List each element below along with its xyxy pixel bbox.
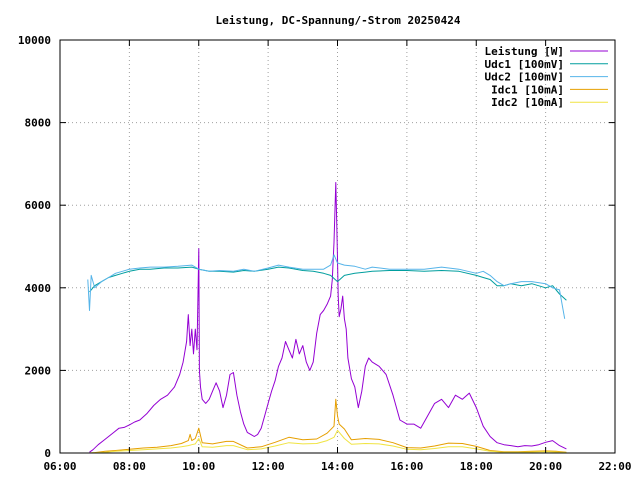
y-tick-label: 8000: [25, 117, 52, 130]
series-line-udc2: [87, 254, 566, 319]
y-tick-label: 10000: [18, 34, 51, 47]
series-line-leistung: [89, 182, 567, 453]
x-tick-label: 06:00: [43, 460, 76, 473]
series-layer: [87, 182, 567, 454]
series-line-idc1: [89, 398, 567, 454]
x-tick-label: 18:00: [460, 460, 493, 473]
x-tick-label: 22:00: [598, 460, 631, 473]
y-tick-label: 4000: [25, 282, 52, 295]
x-tick-label: 10:00: [182, 460, 215, 473]
legend-label-idc2: Idc2 [10mA]: [491, 96, 564, 109]
x-tick-label: 12:00: [252, 460, 285, 473]
x-tick-label: 20:00: [529, 460, 562, 473]
legend-label-udc2: Udc2 [100mV]: [485, 71, 564, 84]
series-line-idc2: [89, 429, 567, 454]
y-tick-label: 2000: [25, 364, 52, 377]
y-tick-label: 6000: [25, 199, 52, 212]
chart-title: Leistung, DC-Spannung/-Strom 20250424: [215, 14, 460, 27]
x-tick-label: 14:00: [321, 460, 354, 473]
x-tick-label: 08:00: [113, 460, 146, 473]
legend-label-idc1: Idc1 [10mA]: [491, 83, 564, 96]
legend-label-leistung: Leistung [W]: [485, 45, 564, 58]
grid-layer: [60, 40, 615, 453]
y-tick-label: 0: [44, 447, 51, 460]
series-line-udc1: [89, 266, 567, 301]
tick-layer: 06:00 08:00 10:00 12:00 14:00 16:00 18:00 20:00…: [18, 34, 632, 473]
legend: Leistung [W]Udc1 [100mV]Udc2 [100mV]Idc1…: [485, 45, 608, 109]
legend-label-udc1: Udc1 [100mV]: [485, 58, 564, 71]
x-tick-label: 16:00: [390, 460, 423, 473]
